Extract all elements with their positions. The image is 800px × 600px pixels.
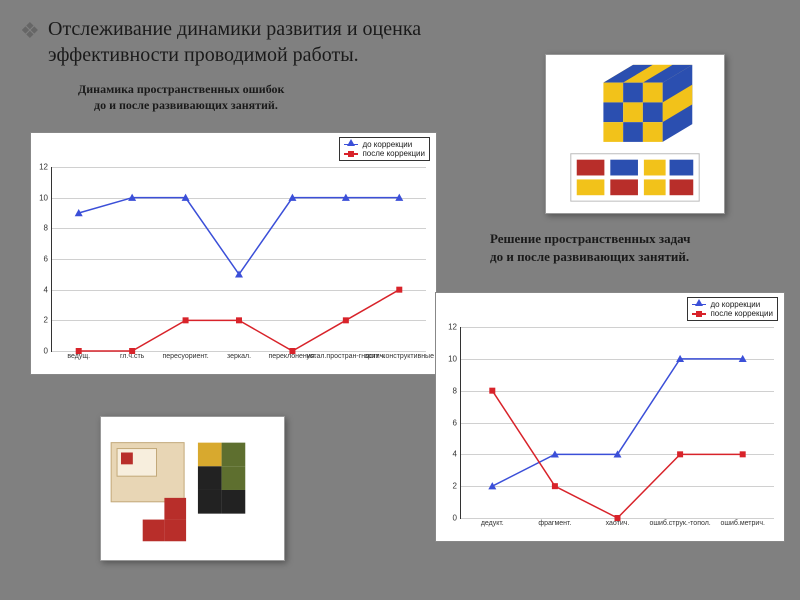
legend-before-label2: до коррекции <box>710 300 760 309</box>
subtitle-errors-line1: Динамика пространственных ошибок <box>78 82 284 98</box>
subtitle-tasks-line2: до и после развивающих занятий. <box>490 248 690 266</box>
ytick-label: 12 <box>448 323 461 332</box>
xtick-label: ошиб.метрич. <box>720 518 764 527</box>
subtitle-tasks: Решение пространственных задач до и посл… <box>490 230 690 265</box>
legend-row-before: до коррекции <box>344 140 425 149</box>
errors-chart: до коррекции после коррекции 024681012ве… <box>30 132 437 375</box>
xtick-label: ошиб.струк.-топол. <box>649 518 710 527</box>
ytick-label: 12 <box>39 163 52 172</box>
ytick-label: 0 <box>44 347 52 356</box>
legend-after-label2: после коррекции <box>710 309 773 318</box>
ytick-label: 4 <box>44 285 52 294</box>
ytick-label: 10 <box>39 193 52 202</box>
page-title-text: Отслеживание динамики развития и оценка … <box>48 18 421 66</box>
subtitle-errors-line2: до и после развивающих занятий. <box>78 98 284 114</box>
blocks-illustration <box>100 416 285 561</box>
xtick-label: фрагмент. <box>538 518 571 527</box>
title-bullet: ❖ <box>20 18 40 44</box>
blocks-svg <box>101 417 284 560</box>
ytick-label: 6 <box>44 255 52 264</box>
xtick-label: зеркал. <box>227 351 251 360</box>
subtitle-errors: Динамика пространственных ошибок до и по… <box>78 82 284 113</box>
xtick-label: зрит.-конструктивные <box>365 351 434 360</box>
ytick-label: 10 <box>448 354 461 363</box>
ytick-label: 0 <box>453 514 461 523</box>
ytick-label: 8 <box>44 224 52 233</box>
xtick-label: пересуориент. <box>162 351 208 360</box>
tasks-chart: до коррекции после коррекции 024681012де… <box>435 292 785 542</box>
errors-chart-legend: до коррекции после коррекции <box>339 137 430 161</box>
tasks-plot-area: 024681012дедукт.фрагмент.хаотич.ошиб.стр… <box>460 327 774 519</box>
cube-illustration <box>545 54 725 214</box>
ytick-label: 8 <box>453 386 461 395</box>
cube-svg <box>546 55 724 213</box>
errors-plot-area: 024681012ведущ.гл.ч.стьпересуориент.зерк… <box>51 167 426 352</box>
legend-before-label: до коррекции <box>362 140 412 149</box>
legend-after-label: после коррекции <box>362 149 425 158</box>
legend-row-after2: после коррекции <box>692 309 773 318</box>
tasks-chart-legend: до коррекции после коррекции <box>687 297 778 321</box>
ytick-label: 6 <box>453 418 461 427</box>
legend-row-before2: до коррекции <box>692 300 773 309</box>
ytick-label: 2 <box>44 316 52 325</box>
legend-row-after: после коррекции <box>344 149 425 158</box>
ytick-label: 4 <box>453 450 461 459</box>
page-title: Отслеживание динамики развития и оценка … <box>48 16 478 68</box>
ytick-label: 2 <box>453 482 461 491</box>
subtitle-tasks-line1: Решение пространственных задач <box>490 230 690 248</box>
xtick-label: дедукт. <box>481 518 504 527</box>
